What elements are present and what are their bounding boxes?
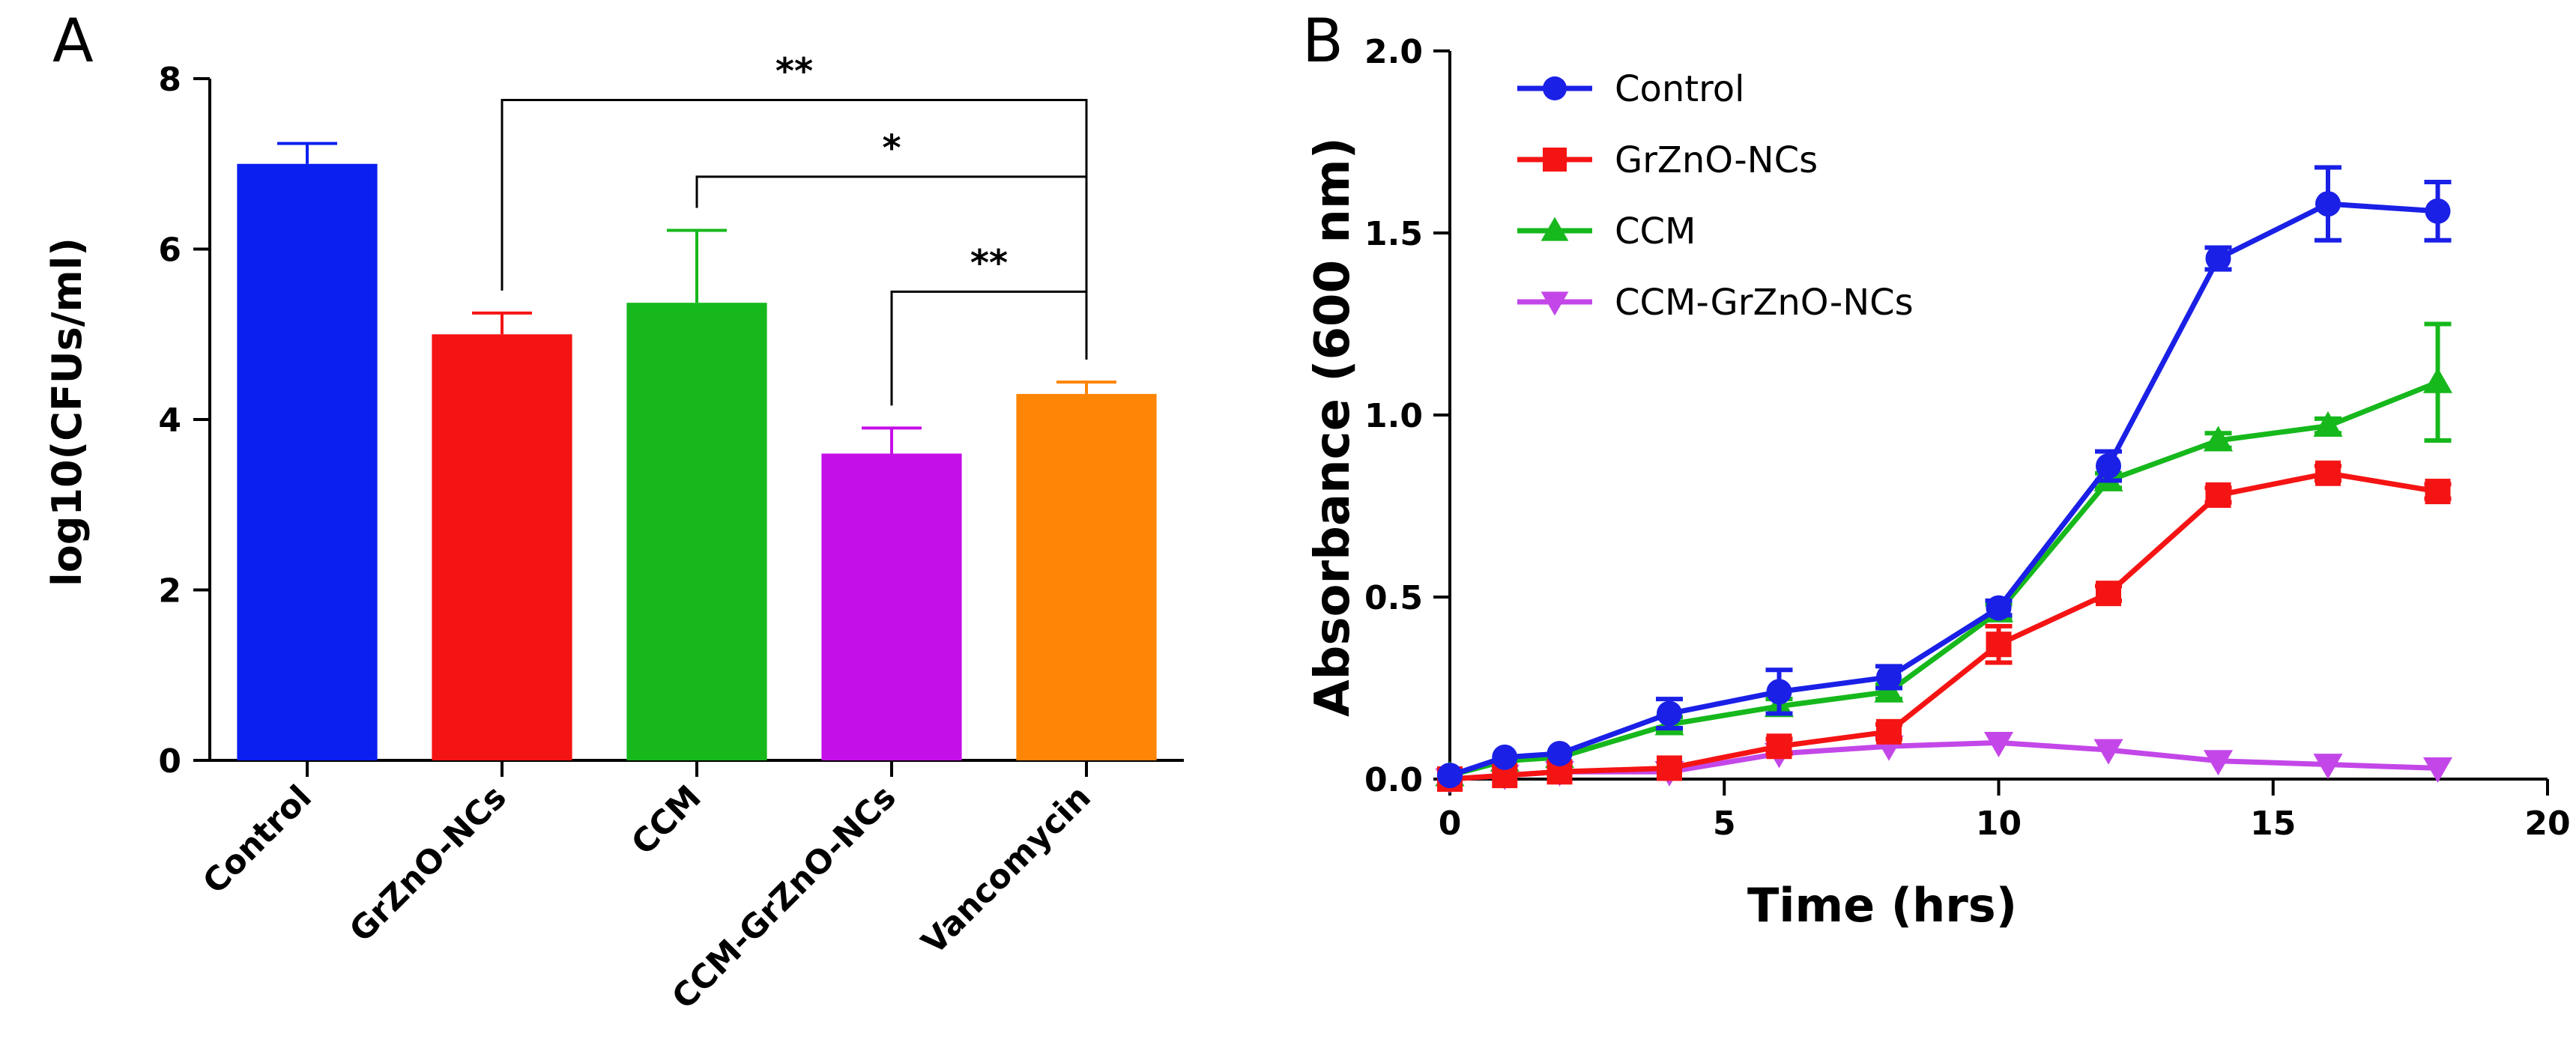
b-point-ccm-grzno-ncs bbox=[2203, 750, 2234, 776]
b-point-control bbox=[1986, 595, 2012, 621]
panel-a-bars bbox=[237, 142, 1157, 761]
a-y-tick-label: 6 bbox=[158, 231, 181, 270]
panel-a-y-axis-title: log10(CFUs/ml) bbox=[43, 237, 91, 587]
a-bar-ccm-grzno-ncs bbox=[821, 453, 962, 760]
a-x-tick-label: CCM-GrZnO-NCs bbox=[665, 778, 904, 1017]
b-point-grzno-ncs bbox=[1766, 733, 1792, 760]
b-point-control bbox=[1657, 700, 1682, 727]
b-x-tick-label: 0 bbox=[1439, 805, 1462, 843]
a-significance-label: ** bbox=[970, 242, 1008, 284]
b-y-tick-label: 1.5 bbox=[1364, 215, 1423, 253]
b-point-ccm-grzno-ncs bbox=[2093, 739, 2123, 765]
a-significance-label: ** bbox=[775, 50, 813, 92]
b-point-control bbox=[1492, 744, 1518, 770]
panel-b-axes: 0.0 0.5 1.0 1.5 2.0 0 5 10 15 20 bbox=[1364, 33, 2571, 843]
a-significance-bracket bbox=[501, 98, 1088, 360]
panel-b-y-axis-title: Absorbance (600 nm) bbox=[1305, 137, 1361, 717]
b-point-grzno-ncs bbox=[2205, 482, 2231, 508]
b-legend-label-ccm: CCM bbox=[1615, 211, 1696, 252]
b-line-ccm bbox=[1449, 380, 2439, 778]
panel-b-series bbox=[1435, 165, 2453, 794]
b-point-control bbox=[2425, 198, 2451, 224]
b-legend-marker-grzno-ncs bbox=[1543, 148, 1567, 172]
panel-a-letter: A bbox=[52, 6, 94, 76]
b-x-tick-label: 15 bbox=[2250, 805, 2296, 843]
a-x-tick-label: CCM bbox=[624, 778, 709, 863]
a-significance-label: * bbox=[882, 127, 901, 169]
a-bar-control bbox=[237, 163, 378, 760]
b-x-tick-label: 10 bbox=[1976, 805, 2022, 843]
panel-b-legend: Control GrZnO-NCs CCM CCM-GrZnO-NCs bbox=[1517, 68, 1914, 324]
b-x-tick-label: 5 bbox=[1713, 805, 1736, 843]
b-legend-label-control: Control bbox=[1615, 68, 1745, 110]
b-y-tick-label: 0.0 bbox=[1364, 761, 1423, 799]
a-x-tick-label: Vancomycin bbox=[914, 778, 1098, 962]
a-bar-grzno-ncs bbox=[432, 334, 572, 760]
b-point-grzno-ncs bbox=[1657, 755, 1682, 781]
b-point-ccm bbox=[2422, 367, 2453, 393]
b-point-control bbox=[1876, 664, 1902, 690]
a-bar-ccm bbox=[626, 303, 767, 761]
b-point-ccm-grzno-ncs bbox=[1983, 731, 2014, 757]
b-y-tick-label: 0.5 bbox=[1364, 579, 1423, 617]
b-point-grzno-ncs bbox=[2315, 460, 2341, 486]
a-x-tick-label: GrZnO-NCs bbox=[342, 778, 514, 950]
b-point-grzno-ncs bbox=[2096, 581, 2121, 607]
b-legend-marker-ccm bbox=[1541, 216, 1569, 241]
b-point-control bbox=[1546, 740, 1573, 766]
b-point-control bbox=[2205, 246, 2231, 272]
b-point-ccm-grzno-ncs bbox=[2313, 754, 2343, 780]
b-legend-label-ccm-grzno-ncs: CCM-GrZnO-NCs bbox=[1615, 282, 1914, 324]
panel-b-x-axis-title: Time (hrs) bbox=[1747, 878, 2017, 933]
b-point-ccm bbox=[2313, 411, 2343, 437]
b-point-control bbox=[1437, 763, 1463, 789]
b-series-control bbox=[1437, 165, 2452, 789]
b-point-control bbox=[2096, 453, 2121, 479]
a-y-tick-label: 4 bbox=[158, 402, 181, 440]
b-point-ccm bbox=[2203, 425, 2234, 452]
b-point-grzno-ncs bbox=[1876, 718, 1902, 745]
b-legend-marker-ccm-grzno-ncs bbox=[1541, 291, 1569, 316]
b-line-grzno-ncs bbox=[1449, 470, 2439, 782]
b-y-tick-label: 1.0 bbox=[1364, 397, 1423, 435]
b-legend-label-grzno-ncs: GrZnO-NCs bbox=[1615, 139, 1818, 181]
a-x-tick-label: Control bbox=[196, 778, 319, 902]
b-legend-marker-control bbox=[1543, 76, 1567, 100]
a-y-tick-label: 8 bbox=[158, 61, 181, 99]
a-y-tick-label: 2 bbox=[158, 572, 181, 611]
b-point-ccm-grzno-ncs bbox=[2422, 757, 2453, 783]
b-y-tick-label: 2.0 bbox=[1364, 33, 1423, 71]
b-point-grzno-ncs bbox=[2425, 479, 2451, 505]
b-x-tick-label: 20 bbox=[2524, 805, 2570, 843]
b-point-control bbox=[1766, 679, 1792, 705]
panel-b: B 0.0 0.5 1.0 1.5 2.0 0 5 10 15 20 Control GrZnO-N… bbox=[1302, 6, 2571, 933]
a-significance-bracket bbox=[695, 175, 1088, 360]
a-significance-bracket bbox=[890, 290, 1088, 406]
a-bar-vancomycin bbox=[1016, 393, 1157, 760]
b-point-control bbox=[2315, 191, 2341, 217]
panel-a-significance: ***** bbox=[501, 50, 1088, 406]
b-series-ccm bbox=[1435, 321, 2453, 787]
panel-b-letter: B bbox=[1302, 6, 1343, 76]
a-y-tick-label: 0 bbox=[158, 742, 181, 781]
b-point-grzno-ncs bbox=[1986, 632, 2012, 658]
